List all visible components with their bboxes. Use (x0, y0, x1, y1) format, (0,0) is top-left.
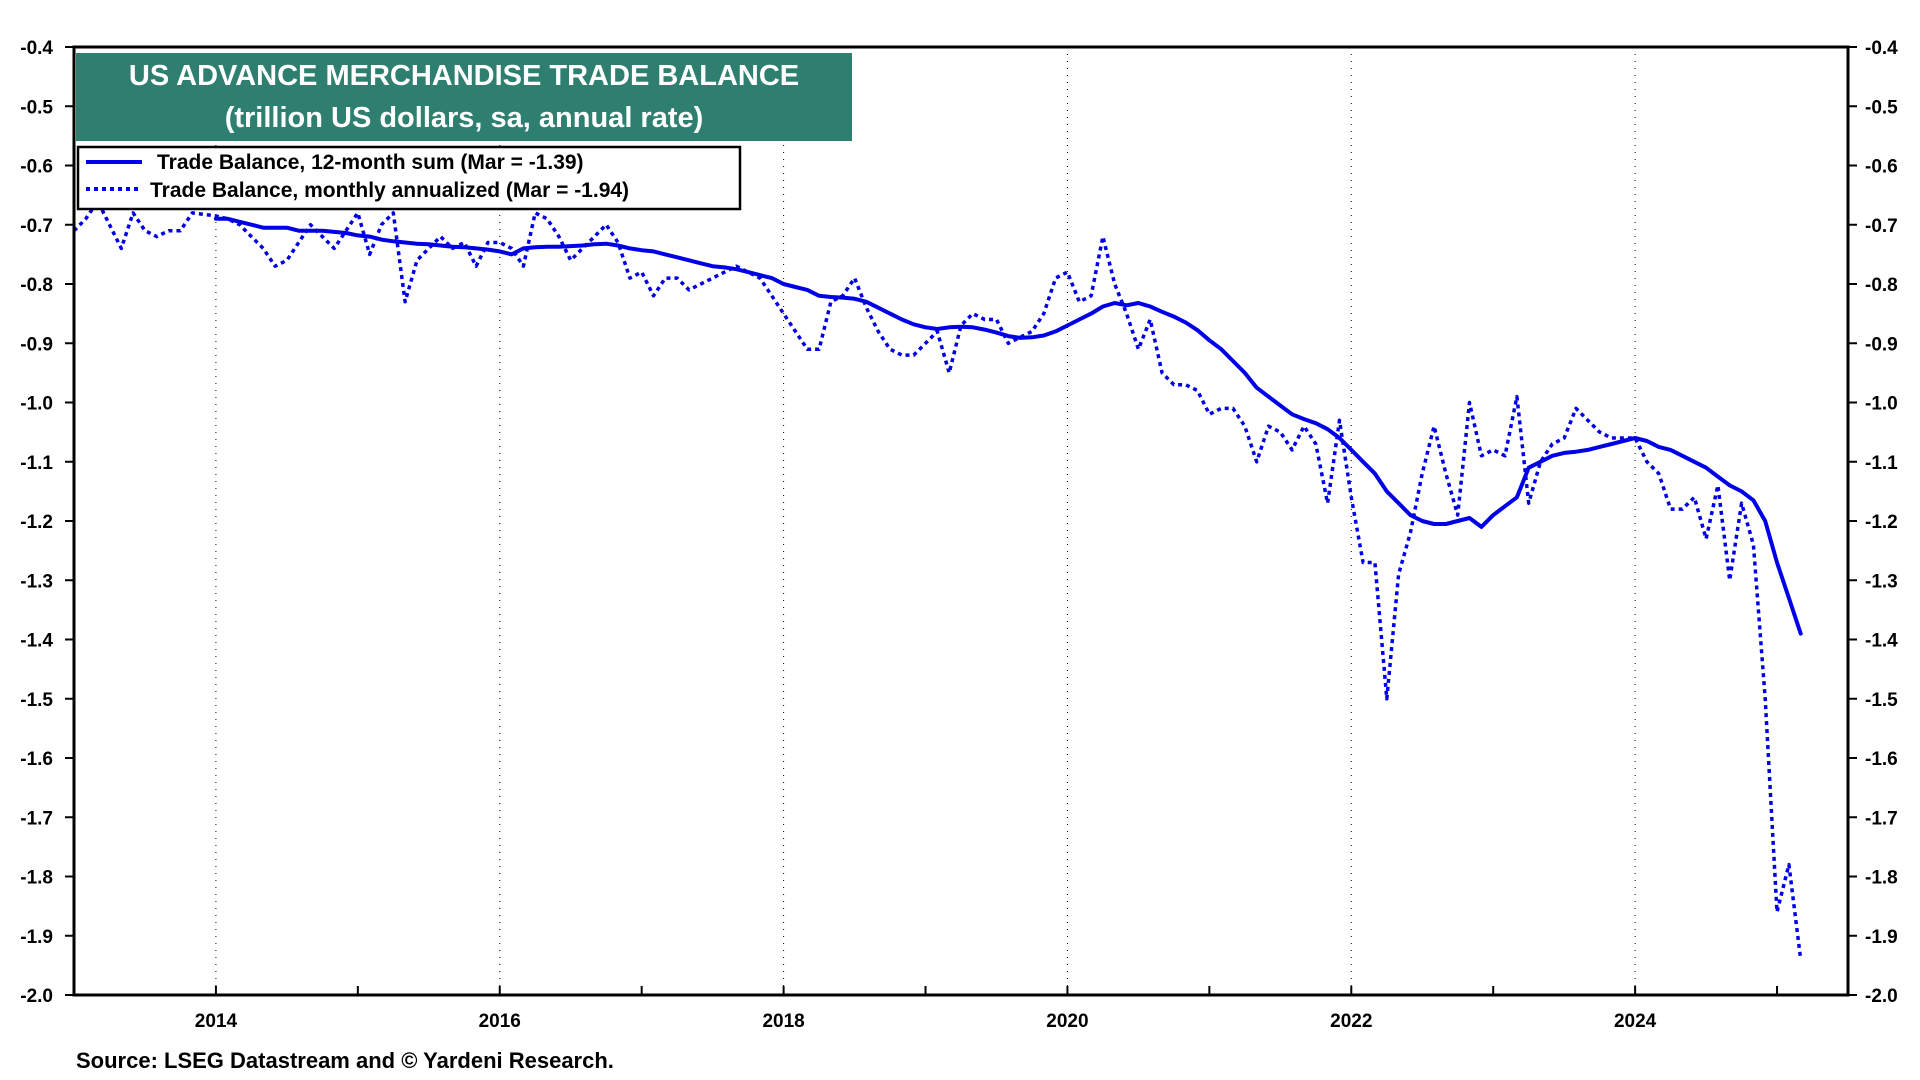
legend-label-12-month-sum: Trade Balance, 12-month sum (Mar = -1.39… (157, 151, 584, 174)
y-tick-label-left: -1.4 (20, 631, 53, 652)
y-tick-label-right: -1.1 (1865, 453, 1898, 474)
y-tick-label-right: -1.0 (1865, 394, 1898, 415)
y-tick-label-right: -0.8 (1865, 275, 1898, 296)
x-tick-label: 2022 (1330, 1011, 1372, 1032)
y-tick-label-right: -2.0 (1865, 986, 1898, 1007)
x-tick-label: 2016 (479, 1011, 521, 1032)
y-tick-label-left: -1.7 (20, 808, 53, 829)
y-tick-label-right: -0.4 (1865, 38, 1898, 59)
y-tick-label-right: -1.8 (1865, 868, 1898, 889)
right-axis-ticks: -0.4 -0.5 -0.6 -0.7 -0.8 -0.9 -1.0 -1.1 -1.2 -1.3… (1848, 38, 1898, 1007)
legend-label-monthly-annualized: Trade Balance, monthly annualized (Mar =… (150, 179, 629, 202)
y-tick-label-right: -1.3 (1865, 571, 1898, 592)
title-background (76, 53, 852, 141)
y-tick-label-left: -1.6 (20, 749, 53, 770)
y-tick-label-left: -1.9 (20, 927, 53, 948)
y-tick-label-left: -1.3 (20, 571, 53, 592)
y-tick-label-right: -1.6 (1865, 749, 1898, 770)
y-tick-label-left: -0.8 (20, 275, 53, 296)
y-tick-label-left: -0.5 (20, 97, 53, 118)
left-axis-ticks: -0.4 -0.5 -0.6 -0.7 -0.8 -0.9 -1.0 -1.1 -1.2 -1.3… (20, 38, 74, 1007)
y-tick-label-right: -0.9 (1865, 334, 1898, 355)
y-tick-label-left: -0.4 (20, 38, 53, 59)
chart-subtitle: (trillion US dollars, sa, annual rate) (225, 102, 704, 134)
y-tick-label-right: -0.7 (1865, 216, 1898, 237)
y-tick-label-left: -0.7 (20, 216, 53, 237)
y-tick-label-left: -1.8 (20, 868, 53, 889)
y-tick-label-left: -1.1 (20, 453, 53, 474)
y-tick-label-left: -1.5 (20, 690, 53, 711)
y-tick-label-right: -1.7 (1865, 808, 1898, 829)
chart-title: US ADVANCE MERCHANDISE TRADE BALANCE (129, 60, 799, 92)
y-tick-label-right: -1.4 (1865, 631, 1898, 652)
y-tick-label-right: -0.6 (1865, 157, 1898, 178)
series-layer (72, 199, 1803, 960)
y-tick-label-left: -0.6 (20, 157, 53, 178)
plot-area-frame (72, 45, 1850, 997)
x-tick-label: 2024 (1614, 1011, 1657, 1032)
x-tick-label: 2020 (1046, 1011, 1088, 1032)
title-box: US ADVANCE MERCHANDISE TRADE BALANCE (tr… (76, 53, 852, 141)
y-tick-label-left: -0.9 (20, 334, 53, 355)
y-tick-label-right: -1.2 (1865, 512, 1898, 533)
series-line-12-month-sum (213, 216, 1803, 636)
y-tick-label-right: -1.5 (1865, 690, 1898, 711)
x-tick-label: 2018 (762, 1011, 804, 1032)
source-note: Source: LSEG Datastream and © Yardeni Re… (76, 1048, 614, 1073)
y-tick-label-left: -1.0 (20, 394, 53, 415)
legend-box (76, 145, 742, 211)
y-tick-label-left: -2.0 (20, 986, 53, 1007)
y-tick-label-right: -0.5 (1865, 97, 1898, 118)
x-tick-label: 2014 (195, 1011, 238, 1032)
legend: Trade Balance, 12-month sum (Mar = -1.39… (76, 145, 742, 211)
y-tick-label-right: -1.9 (1865, 927, 1898, 948)
y-tick-label-left: -1.2 (20, 512, 53, 533)
x-axis-ticks: 2014 2016 2018 2020 2022 2024 (195, 47, 1779, 1032)
